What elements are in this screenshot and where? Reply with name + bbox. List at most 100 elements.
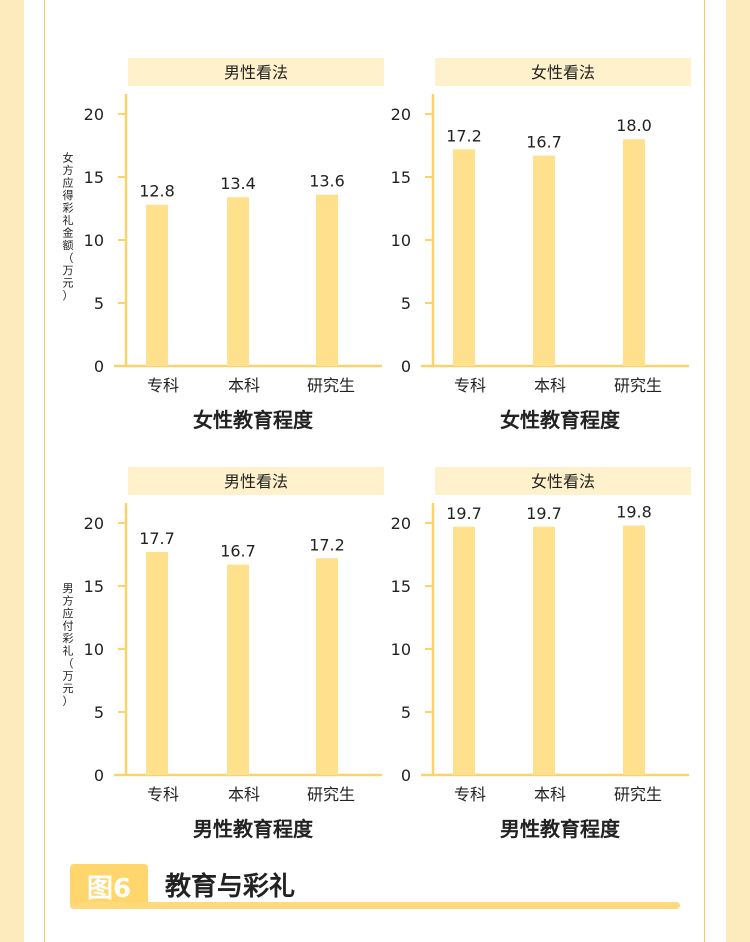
y-axis-title-char: 万: [63, 669, 74, 682]
y-tick-label: 15: [84, 577, 104, 596]
x-category-label: 专科: [147, 376, 179, 395]
bar-value-label: 13.6: [309, 172, 345, 191]
y-axis-title-char: 男: [63, 582, 74, 595]
y-tick-label: 0: [401, 766, 411, 785]
bar: [227, 564, 249, 775]
bar: [623, 139, 645, 366]
y-tick-label: 15: [391, 577, 411, 596]
y-axis-title-char: 方: [63, 163, 74, 177]
x-category-label: 本科: [228, 376, 260, 395]
chart-header-band: [128, 58, 384, 86]
figure-title: 教育与彩礼: [165, 871, 296, 902]
bar: [623, 525, 645, 775]
y-axis-title-char: 彩: [63, 632, 74, 645]
x-category-label: 研究生: [307, 785, 355, 804]
y-axis-title-char: 元: [63, 682, 74, 695]
x-category-label: 研究生: [614, 376, 662, 395]
y-axis-title-char: 彩: [63, 201, 74, 214]
x-axis-title: 男性教育程度: [193, 817, 314, 841]
y-tick-label: 0: [94, 766, 104, 785]
bar-value-label: 17.7: [139, 529, 175, 548]
bar-value-label: 19.7: [526, 504, 562, 523]
y-tick-label: 20: [391, 105, 411, 124]
y-axis-title-char: 元: [63, 276, 74, 289]
figure-title-underline: [70, 902, 680, 909]
y-tick-label: 10: [84, 640, 104, 659]
bar: [453, 526, 475, 775]
y-tick-label: 5: [401, 703, 411, 722]
y-tick-label: 20: [391, 514, 411, 533]
y-tick-label: 15: [391, 168, 411, 187]
y-axis-title-char: 额: [63, 239, 74, 252]
y-tick-label: 10: [391, 640, 411, 659]
y-axis-title-char: （: [63, 657, 74, 670]
bar: [453, 149, 475, 366]
y-tick-label: 0: [94, 357, 104, 376]
bar: [146, 204, 168, 366]
y-axis-title-char: ）: [63, 289, 74, 302]
chart-header-band: [435, 467, 691, 495]
y-axis-title-char: 付: [63, 619, 74, 632]
y-axis-title-char: 应: [63, 175, 74, 189]
chart-header-band: [128, 467, 384, 495]
y-tick-label: 15: [84, 168, 104, 187]
y-axis-title-char: 应: [63, 606, 74, 620]
x-category-label: 本科: [534, 785, 566, 804]
x-category-label: 专科: [147, 785, 179, 804]
y-tick-label: 5: [94, 294, 104, 313]
x-category-label: 本科: [228, 785, 260, 804]
y-axis-title-char: 礼: [63, 643, 74, 657]
y-axis-title-char: （: [63, 251, 74, 264]
y-axis-title-char: 得: [63, 189, 74, 202]
chart-header-band: [435, 58, 691, 86]
x-category-label: 研究生: [307, 376, 355, 395]
y-tick-label: 5: [94, 703, 104, 722]
chart-title: 女性看法: [531, 63, 595, 82]
bar: [533, 155, 555, 366]
bar-value-label: 19.8: [616, 503, 652, 522]
bar: [146, 551, 168, 775]
figure-badge: 图6: [70, 864, 148, 908]
x-axis-title: 女性教育程度: [500, 408, 621, 432]
y-axis-title-char: 礼: [63, 213, 74, 227]
bar-value-label: 17.2: [309, 535, 345, 554]
y-axis-title-char: ）: [63, 694, 74, 707]
bar: [227, 197, 249, 366]
bar: [316, 194, 338, 366]
bar-value-label: 12.8: [139, 182, 175, 201]
x-axis-title: 男性教育程度: [500, 817, 621, 841]
x-axis-title: 女性教育程度: [193, 408, 314, 432]
y-axis-title-char: 金: [63, 225, 74, 239]
y-axis-title: 女方应得彩礼金额（万元）: [63, 150, 74, 302]
x-category-label: 本科: [534, 376, 566, 395]
y-tick-label: 10: [84, 231, 104, 250]
x-category-label: 专科: [454, 785, 486, 804]
y-axis-title-char: 万: [63, 264, 74, 277]
bar: [533, 526, 555, 775]
x-category-label: 专科: [454, 376, 486, 395]
chart-title: 女性看法: [531, 472, 595, 491]
bar-value-label: 18.0: [616, 116, 652, 135]
bar-value-label: 16.7: [220, 542, 256, 561]
y-axis-title-char: 方: [63, 593, 74, 607]
bar-value-label: 13.4: [220, 174, 256, 193]
y-axis-title: 男方应付彩礼（万元）: [63, 582, 74, 708]
y-tick-label: 0: [401, 357, 411, 376]
bar: [316, 558, 338, 775]
y-tick-label: 5: [401, 294, 411, 313]
bar-value-label: 17.2: [446, 126, 482, 145]
bar-value-label: 16.7: [526, 133, 562, 152]
chart-title: 男性看法: [224, 63, 288, 82]
y-tick-label: 20: [84, 105, 104, 124]
panel-left-rule: [44, 0, 45, 942]
y-tick-label: 10: [391, 231, 411, 250]
y-axis-title-char: 女: [63, 150, 74, 164]
panel-right-rule: [704, 0, 705, 942]
bar-value-label: 19.7: [446, 504, 482, 523]
chart-title: 男性看法: [224, 472, 288, 491]
